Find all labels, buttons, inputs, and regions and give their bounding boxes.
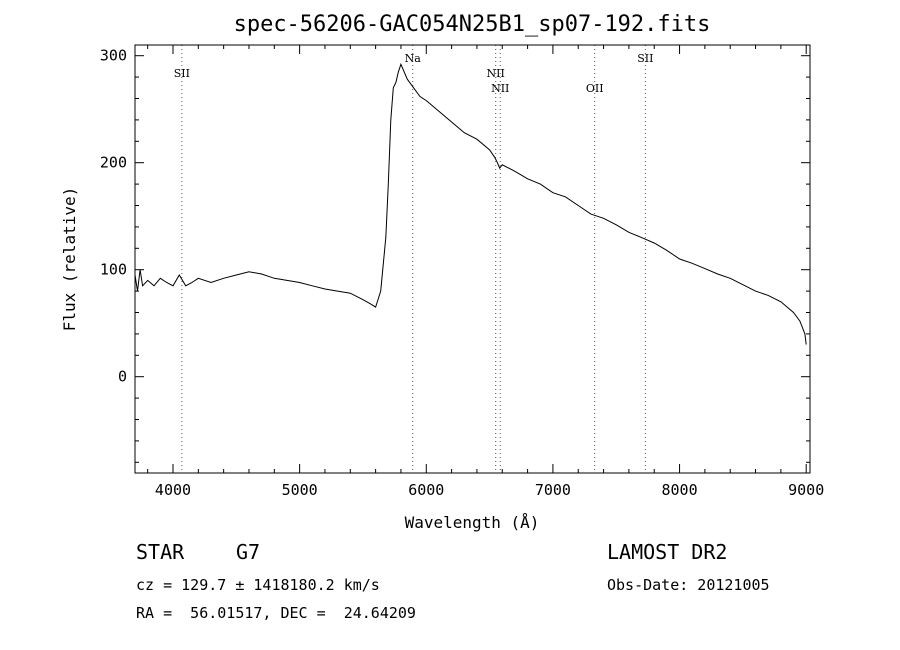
axis-ticks: 4000 5000 6000 7000 8000 9000 0 100 200 300 (100, 45, 824, 499)
y-axis-label: Flux (relative) (60, 187, 79, 332)
redshift-text: cz = 129.7 ± 1418180.2 km/s (136, 576, 380, 594)
object-subclass: G7 (236, 540, 261, 564)
line-marker-label-2: NII (487, 67, 505, 80)
x-tick-label-3: 7000 (535, 481, 571, 499)
obs-date: Obs-Date: 20121005 (607, 576, 770, 594)
object-class: STAR (136, 540, 185, 564)
line-markers: SII Na NII NII OII SII (174, 45, 653, 473)
x-axis-label: Wavelength (Å) (405, 513, 540, 532)
survey-name: LAMOST DR2 (607, 540, 728, 564)
y-tick-label-1: 100 (100, 261, 127, 279)
series-line-flux (134, 62, 807, 345)
y-tick-label-0: 0 (118, 368, 127, 386)
x-tick-label-4: 8000 (661, 481, 697, 499)
line-marker-label-0: SII (174, 67, 190, 80)
line-marker-label-1: Na (405, 52, 422, 65)
x-tick-label-2: 6000 (408, 481, 444, 499)
y-tick-label-2: 200 (100, 154, 127, 172)
line-marker-label-5: SII (637, 52, 653, 65)
x-tick-label-0: 4000 (155, 481, 191, 499)
line-marker-label-3: NII (491, 82, 509, 95)
plot-frame (134, 44, 811, 474)
chart-title: spec-56206-GAC054N25B1_sp07-192.fits (234, 12, 711, 37)
y-tick-label-3: 300 (100, 47, 127, 65)
x-tick-label-1: 5000 (282, 481, 318, 499)
x-tick-label-5: 9000 (788, 481, 824, 499)
line-marker-label-4: OII (586, 82, 604, 95)
coordinates-text: RA = 56.01517, DEC = 24.64209 (136, 604, 416, 622)
